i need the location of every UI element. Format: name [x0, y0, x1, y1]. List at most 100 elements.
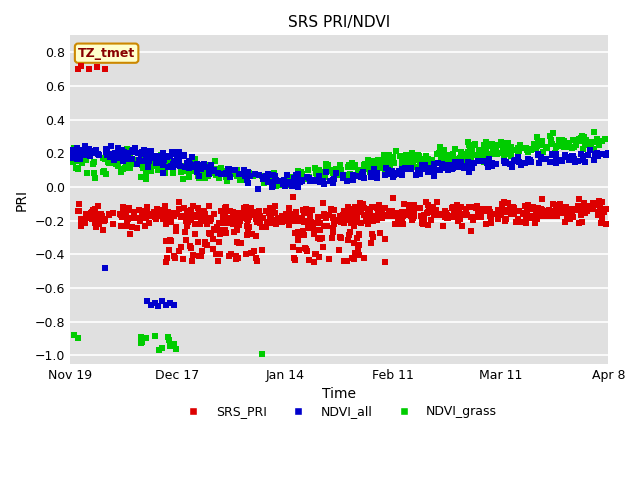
Point [557, 157, 567, 165]
Point [374, 211, 385, 218]
Point [292, 230, 303, 238]
Point [222, 177, 232, 185]
Point [108, 220, 118, 228]
Point [76, 222, 86, 230]
Point [429, 172, 439, 180]
Point [163, 160, 173, 168]
Point [168, 160, 178, 168]
Point [104, 159, 115, 167]
Point [295, 178, 305, 185]
Point [196, 216, 206, 224]
Point [522, 148, 532, 156]
Point [179, 151, 189, 159]
Point [102, 145, 112, 153]
Point [573, 219, 584, 227]
Point [136, 173, 146, 181]
Point [309, 230, 319, 238]
Point [244, 172, 254, 180]
Point [341, 174, 351, 181]
Point [305, 177, 315, 184]
Point [191, 165, 201, 173]
Point [497, 205, 507, 213]
Point [407, 216, 417, 224]
Point [216, 226, 227, 234]
Point [487, 159, 497, 167]
Point [166, 237, 176, 245]
Point [240, 172, 250, 180]
Point [307, 222, 317, 229]
Point [158, 166, 168, 173]
Point [212, 169, 223, 177]
Point [476, 213, 486, 220]
Point [353, 166, 363, 174]
Point [174, 198, 184, 206]
Point [447, 204, 457, 212]
Point [487, 140, 497, 148]
Point [321, 168, 331, 176]
Point [115, 210, 125, 217]
Point [141, 160, 152, 168]
Point [429, 211, 439, 218]
Point [462, 162, 472, 170]
Point [372, 216, 382, 224]
Point [372, 212, 382, 219]
Point [513, 154, 524, 161]
Point [182, 162, 193, 169]
Point [596, 207, 607, 215]
Point [348, 223, 358, 230]
Point [152, 205, 162, 213]
Point [86, 215, 97, 223]
Point [243, 179, 253, 186]
Point [172, 156, 182, 164]
Point [104, 211, 114, 218]
Point [401, 156, 411, 164]
Point [321, 160, 332, 168]
Point [450, 158, 460, 166]
Point [483, 205, 493, 213]
Point [319, 222, 330, 230]
Point [285, 174, 296, 181]
Point [532, 213, 542, 220]
Point [149, 299, 159, 307]
Point [273, 215, 284, 222]
Point [125, 160, 136, 168]
Point [556, 205, 566, 213]
Point [157, 152, 167, 159]
Point [98, 226, 108, 234]
Point [81, 168, 92, 176]
Point [196, 164, 206, 172]
Point [121, 214, 131, 221]
Point [163, 208, 173, 216]
Point [221, 174, 232, 181]
Point [88, 158, 99, 166]
Point [515, 207, 525, 215]
Point [431, 206, 441, 214]
Point [228, 208, 238, 216]
Point [482, 157, 492, 165]
Point [600, 204, 610, 212]
Point [449, 204, 459, 211]
Point [561, 203, 571, 211]
Point [557, 209, 567, 217]
Point [127, 155, 138, 163]
Point [239, 204, 250, 212]
Point [125, 153, 135, 161]
Point [551, 151, 561, 158]
Point [488, 148, 499, 156]
Point [76, 217, 86, 225]
Point [603, 149, 613, 157]
Point [324, 167, 334, 175]
Point [303, 225, 313, 232]
Point [220, 204, 230, 212]
Point [287, 182, 298, 190]
Point [131, 214, 141, 222]
Point [210, 166, 220, 173]
Point [506, 210, 516, 217]
Point [235, 217, 245, 225]
Point [600, 135, 611, 143]
Point [452, 209, 463, 216]
Point [301, 174, 312, 181]
Point [566, 155, 576, 163]
Point [94, 220, 104, 228]
Point [589, 128, 599, 136]
